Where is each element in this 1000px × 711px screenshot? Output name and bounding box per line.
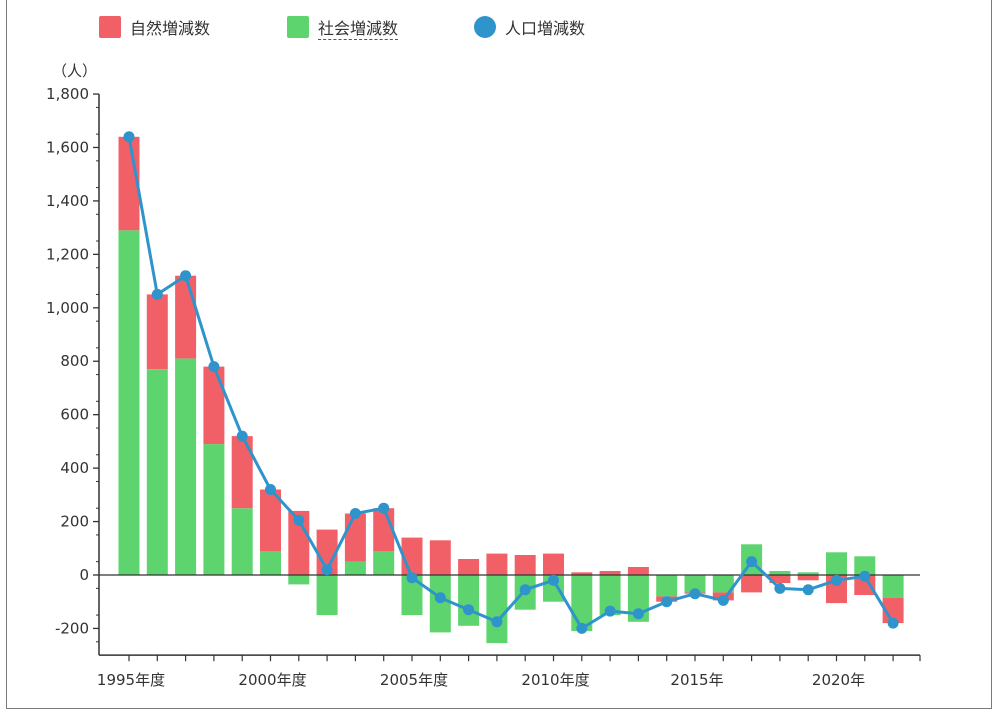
natural-bar — [797, 575, 819, 581]
population-point — [123, 131, 135, 143]
natural-swatch — [99, 16, 121, 38]
population-point — [491, 616, 503, 628]
x-tick-label: 2010年度 — [521, 671, 589, 689]
natural-bar — [260, 489, 281, 551]
social-bar — [260, 551, 281, 575]
natural-bar — [571, 572, 593, 575]
legend-label-natural: 自然増減数 — [130, 19, 211, 38]
population-marker — [474, 16, 496, 38]
social-bar — [373, 551, 395, 575]
y-unit-label: （人） — [52, 62, 97, 80]
legend-item-natural[interactable]: 自然増減数 — [99, 14, 210, 40]
y-tick-label: 400 — [60, 459, 89, 477]
social-bar — [769, 571, 791, 575]
social-bar — [146, 369, 168, 575]
y-tick-label: 1,600 — [46, 138, 89, 156]
population-point — [236, 430, 248, 442]
natural-bar — [627, 567, 649, 575]
social-bar — [826, 552, 847, 575]
social-bar — [684, 575, 706, 593]
social-bar — [203, 444, 225, 575]
population-point — [831, 574, 842, 586]
population-point — [406, 572, 418, 584]
population-point — [717, 594, 729, 606]
population-point — [887, 617, 899, 629]
social-bar — [316, 575, 338, 616]
population-point — [604, 605, 616, 617]
social-bar — [599, 575, 621, 616]
social-bar — [401, 575, 423, 616]
social-bar — [231, 508, 253, 575]
y-tick-label: 1,400 — [46, 192, 89, 210]
natural-bar — [458, 559, 480, 575]
population-point — [151, 288, 163, 300]
population-point — [661, 596, 673, 608]
x-tick-label: 1995年度 — [97, 671, 165, 689]
social-bar — [486, 575, 508, 644]
natural-bar — [599, 571, 621, 575]
natural-bar — [231, 436, 253, 509]
y-tick-label: 200 — [60, 513, 89, 531]
y-tick-label: -200 — [55, 619, 89, 637]
x-tick-label: 2015年 — [670, 671, 723, 689]
legend-item-social[interactable]: 社会増減数 — [287, 14, 399, 40]
social-bar — [344, 561, 366, 575]
population-point — [321, 564, 333, 576]
social-bar — [797, 572, 819, 575]
natural-bar — [741, 575, 763, 593]
x-tick-label: 2000年度 — [238, 671, 306, 689]
natural-bar — [429, 540, 451, 575]
social-bar — [288, 575, 310, 585]
population-point — [208, 361, 220, 373]
population-point — [774, 582, 786, 594]
y-tick-label: 600 — [60, 406, 89, 424]
natural-bar — [344, 513, 366, 562]
natural-bar — [514, 555, 536, 575]
legend-item-population[interactable]: 人口増減数 — [474, 14, 585, 40]
natural-bar — [175, 275, 197, 359]
x-tick-label: 2005年度 — [380, 671, 448, 689]
population-point — [378, 502, 390, 514]
social-bar — [712, 575, 734, 593]
population-point — [293, 514, 305, 526]
population-point — [349, 508, 361, 519]
social-bar — [118, 230, 140, 576]
population-point — [180, 270, 192, 282]
population-point — [548, 574, 559, 586]
legend-label-social: 社会増減数 — [318, 15, 399, 40]
population-point — [802, 584, 814, 596]
social-bar — [429, 575, 451, 633]
social-bar — [854, 556, 876, 575]
natural-bar — [146, 294, 168, 370]
x-tick-label: 2020年 — [812, 671, 865, 689]
social-bar — [882, 575, 904, 598]
social-bar — [175, 358, 197, 575]
y-tick-label: 1,200 — [46, 245, 89, 263]
y-tick-label: 1,000 — [46, 299, 89, 317]
population-point — [463, 604, 475, 616]
population-line — [127, 136, 895, 630]
natural-bar — [203, 366, 225, 445]
y-tick-label: 1,800 — [46, 85, 89, 103]
population-point — [689, 588, 701, 600]
natural-bar — [769, 575, 791, 583]
natural-bar — [854, 575, 876, 595]
social-bar — [656, 575, 678, 597]
population-point — [746, 556, 758, 568]
natural-bar — [543, 553, 564, 575]
y-tick-label: 800 — [60, 352, 89, 370]
population-point — [632, 608, 644, 620]
social-bar — [458, 575, 480, 626]
population-point — [265, 484, 276, 495]
legend-label-population: 人口増減数 — [505, 19, 586, 38]
population-point — [434, 592, 446, 604]
social-swatch — [287, 16, 309, 38]
population-point — [576, 622, 588, 634]
population-point — [519, 584, 531, 596]
natural-bar — [486, 553, 508, 575]
y-tick-label: 0 — [79, 566, 89, 584]
population-point — [859, 570, 871, 582]
natural-bar — [316, 529, 338, 575]
